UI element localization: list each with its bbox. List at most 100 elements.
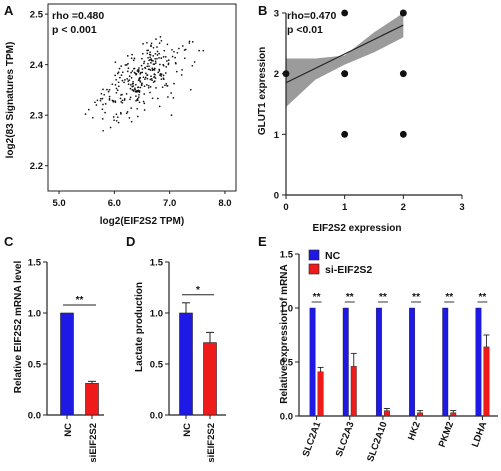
y-tick-label: 2.4 — [30, 60, 44, 71]
scatter-point — [103, 93, 106, 96]
scatter-point — [159, 74, 161, 76]
scatter-point — [178, 47, 180, 50]
panel-b-y-ticks: 0 1 2 3 — [274, 9, 286, 202]
scatter-point — [114, 74, 117, 77]
scatter-point — [150, 42, 153, 45]
scatter-point — [143, 93, 146, 95]
panel-a-plot-area — [47, 3, 237, 192]
x-tick-label: NC — [182, 423, 193, 437]
y-tick-label: 0.5 — [150, 360, 164, 371]
scatter-point — [126, 55, 129, 57]
scatter-point — [135, 73, 137, 76]
scatter-point — [102, 103, 104, 106]
scatter-point — [108, 88, 111, 91]
scatter-point — [158, 105, 161, 108]
scatter-point — [104, 111, 106, 114]
scatter-point — [149, 78, 152, 81]
legend-label-nc: NC — [325, 250, 341, 262]
scatter-point — [162, 64, 165, 67]
scatter-point — [130, 71, 132, 74]
scatter-point — [141, 82, 143, 85]
scatter-point — [156, 46, 158, 48]
scatter-point — [95, 104, 98, 106]
panel-e-chart: 0.0 0.5 1.0 1.5 ** SLC2A1 ** SLC2A3 ** SLC2A10 ** H… — [280, 250, 498, 463]
scatter-point — [138, 93, 140, 96]
scatter-point — [115, 78, 117, 81]
scatter-point — [166, 60, 168, 62]
scatter-point — [124, 64, 127, 66]
panel-a-x-axis-label: log2(EIF2S2 TPM) — [100, 216, 184, 227]
scatter-point — [164, 84, 166, 87]
scatter-point — [96, 99, 99, 102]
scatter-point — [143, 102, 146, 105]
scatter-point — [160, 78, 163, 81]
scatter-point — [173, 50, 175, 53]
scatter-point — [121, 71, 124, 74]
scatter-point — [154, 52, 157, 55]
scatter-point — [150, 44, 152, 47]
scatter-point — [167, 96, 169, 98]
scatter-point — [124, 79, 126, 81]
scatter-point — [117, 121, 120, 124]
scatter-point — [101, 118, 104, 120]
bar — [317, 371, 324, 417]
scatter-point — [102, 129, 104, 132]
scatter-point — [128, 75, 131, 77]
scatter-point — [341, 70, 349, 78]
bar — [483, 346, 490, 417]
scatter-point — [87, 108, 90, 111]
bar — [383, 410, 390, 417]
scatter-point — [145, 72, 147, 75]
scatter-point — [114, 83, 117, 86]
scatter-point — [148, 59, 150, 62]
scatter-point — [198, 49, 200, 52]
scatter-point — [91, 116, 94, 119]
significance-label: * — [196, 285, 200, 296]
scatter-point — [150, 77, 153, 80]
scatter-point — [94, 101, 96, 104]
scatter-point — [181, 45, 184, 47]
scatter-point — [158, 42, 161, 44]
scatter-point — [120, 100, 123, 103]
scatter-point — [130, 57, 133, 60]
scatter-point — [106, 88, 108, 91]
scatter-point — [131, 70, 134, 72]
x-tick-label: 6.0 — [108, 198, 121, 209]
scatter-point — [117, 85, 120, 88]
scatter-point — [147, 68, 150, 71]
scatter-point — [132, 90, 135, 92]
bar — [309, 307, 316, 417]
panel-d-y-axis-label: Lactate production — [134, 282, 145, 372]
panel-a-label: A — [4, 3, 14, 18]
scatter-point — [120, 74, 123, 76]
y-tick-label: 1.5 — [28, 258, 42, 269]
bar — [450, 412, 457, 417]
scatter-point — [163, 49, 166, 52]
panel-a: A rho =0.480 p < 0.001 5.0 6.0 7.0 8.0 2.22… — [4, 3, 237, 227]
y-tick-label: 1.5 — [280, 250, 294, 261]
scatter-point — [146, 74, 148, 76]
x-tick-label: 2 — [401, 202, 406, 213]
scatter-point — [111, 83, 114, 86]
significance-label: ** — [346, 292, 354, 303]
scatter-point — [116, 116, 119, 119]
bar — [179, 312, 193, 416]
panel-b-axes — [285, 13, 462, 196]
scatter-point — [130, 77, 133, 79]
scatter-point — [153, 73, 156, 75]
scatter-point — [153, 67, 156, 70]
scatter-point — [113, 119, 115, 122]
scatter-point — [142, 100, 145, 103]
scatter-point — [159, 63, 161, 66]
panel-a-x-ticks: 5.0 6.0 7.0 8.0 — [52, 191, 232, 209]
x-tick-label: NC — [63, 423, 74, 437]
scatter-point — [183, 57, 186, 60]
panel-b-y-axis-label: GLUT1 expression — [257, 47, 268, 135]
y-tick-label: 0.5 — [28, 360, 42, 371]
scatter-point — [127, 80, 130, 83]
y-tick-label: 2 — [274, 69, 279, 80]
panel-d-label: D — [126, 234, 135, 249]
scatter-point — [151, 79, 153, 82]
scatter-point — [100, 92, 103, 95]
scatter-point — [134, 83, 137, 86]
